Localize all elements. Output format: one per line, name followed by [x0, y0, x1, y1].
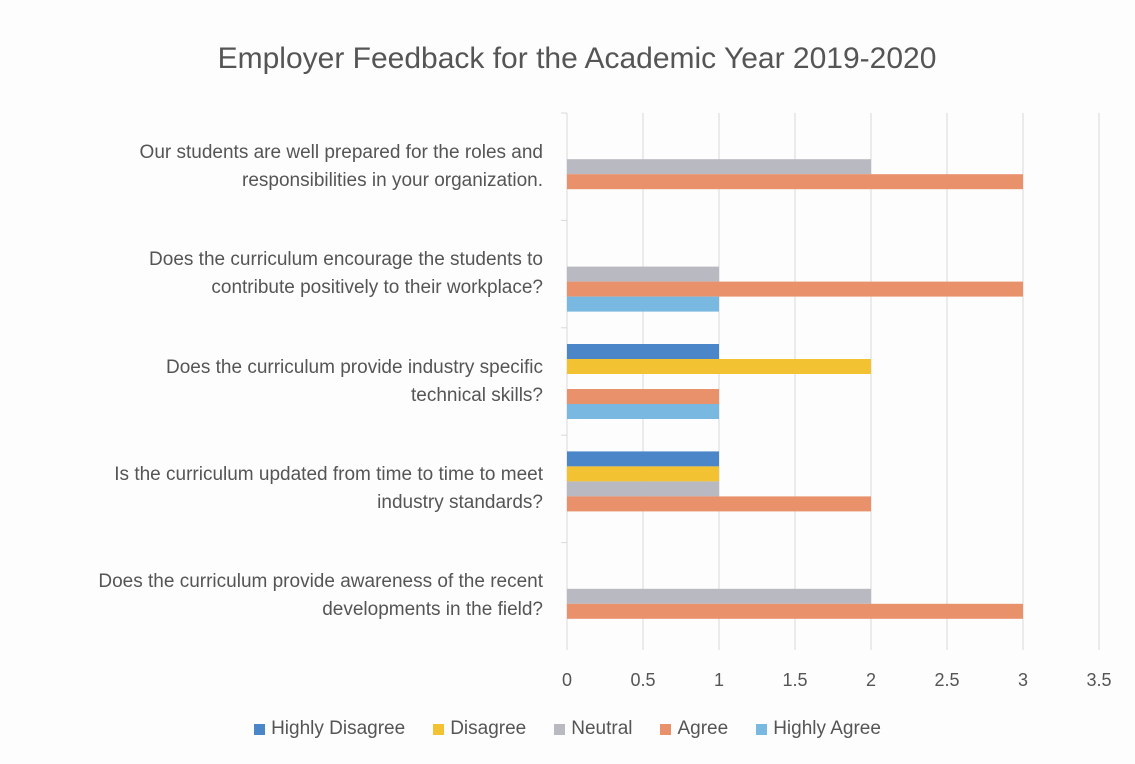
- legend-item: Highly Disagree: [254, 718, 405, 740]
- bar: [567, 174, 1023, 190]
- legend-item: Neutral: [554, 718, 632, 740]
- legend-label: Highly Disagree: [271, 718, 406, 739]
- category-label: Does the curriculum encourage the studen…: [149, 249, 543, 299]
- legend: Highly Disagree Disagree Neutral Agree Highl…: [0, 718, 1135, 740]
- x-tick-label: 3: [1018, 670, 1028, 690]
- x-tick-label: 2: [866, 670, 876, 690]
- bar: [567, 404, 719, 419]
- legend-item: Agree: [660, 718, 728, 740]
- legend-swatch: [433, 723, 445, 735]
- chart-title: Employer Feedback for the Academic Year …: [218, 42, 937, 75]
- legend-label: Agree: [677, 718, 729, 739]
- bar: [567, 588, 871, 604]
- bar: [567, 344, 719, 359]
- legend-swatch: [554, 723, 566, 735]
- bar: [567, 359, 871, 374]
- legend-item: Disagree: [433, 718, 526, 740]
- bar: [567, 603, 1023, 619]
- legend-label: Neutral: [571, 718, 633, 739]
- bar: [567, 466, 719, 482]
- legend-label: Disagree: [450, 718, 527, 739]
- category-label: Our students are well prepared for the r…: [139, 141, 543, 191]
- legend-swatch: [254, 723, 266, 735]
- category-label: Does the curriculum provide awareness of…: [98, 571, 543, 621]
- legend-swatch: [660, 723, 672, 735]
- bar: [567, 481, 719, 497]
- x-tick-label: 0.5: [630, 670, 655, 690]
- x-tick-label: 1.5: [782, 670, 807, 690]
- bar: [567, 389, 719, 404]
- category-label: Is the curriculum updated from time to t…: [114, 463, 543, 513]
- x-tick-label: 3.5: [1086, 670, 1111, 690]
- bar: [567, 296, 719, 312]
- legend-swatch: [756, 723, 768, 735]
- category-label: Does the curriculum provide industry spe…: [166, 356, 543, 406]
- x-tick-label: 0: [562, 670, 572, 690]
- bar: [567, 281, 1023, 297]
- bar: [567, 266, 719, 282]
- x-tick-label: 1: [714, 670, 724, 690]
- legend-label: Highly Agree: [773, 718, 881, 739]
- bar: [567, 159, 871, 175]
- x-tick-label: 2.5: [934, 670, 959, 690]
- bar: [567, 496, 871, 512]
- legend-item: Highly Agree: [756, 718, 881, 740]
- bar: [567, 451, 719, 467]
